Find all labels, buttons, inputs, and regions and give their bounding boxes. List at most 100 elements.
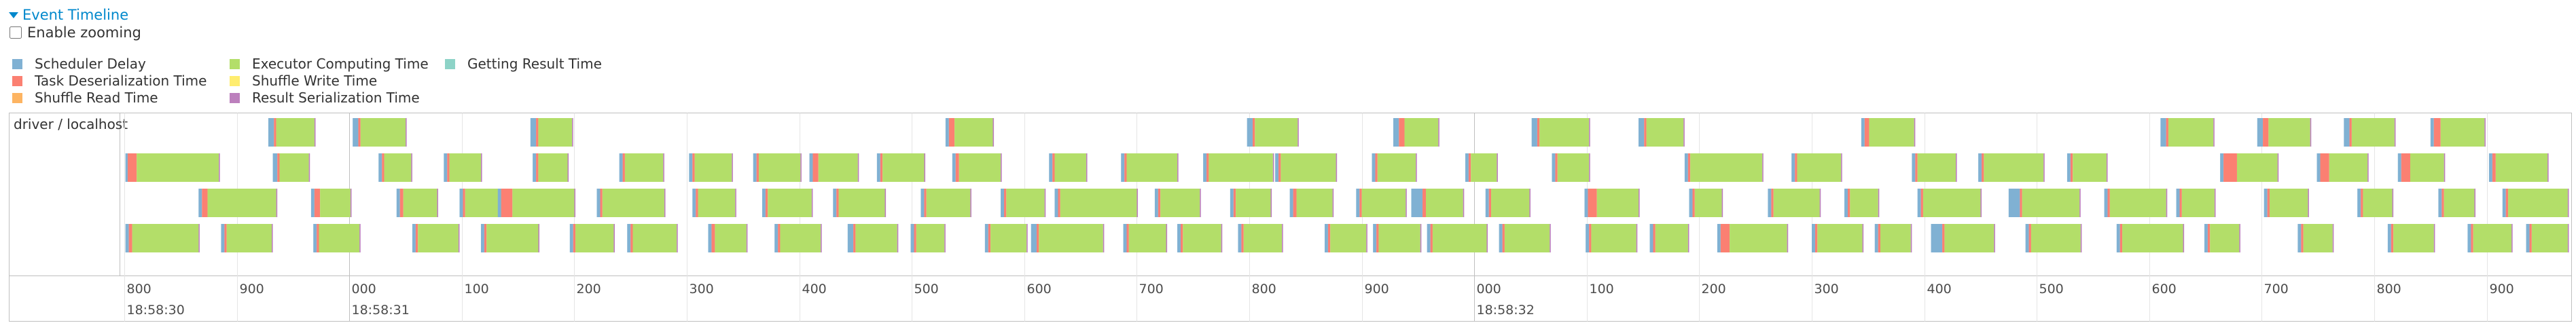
task-bar[interactable] — [1584, 189, 1640, 217]
task-bar[interactable] — [833, 189, 887, 217]
task-bar[interactable] — [2160, 118, 2215, 147]
task-bar[interactable] — [2008, 189, 2081, 217]
task-bar[interactable] — [2025, 224, 2082, 252]
task-bar[interactable] — [1638, 118, 1685, 147]
task-bar[interactable] — [1485, 189, 1531, 217]
task-bar[interactable] — [1768, 189, 1821, 217]
task-bar[interactable] — [198, 189, 278, 217]
task-bar[interactable] — [2387, 224, 2435, 252]
task-bar[interactable] — [1123, 224, 1168, 252]
task-bar[interactable] — [2467, 224, 2513, 252]
task-bar[interactable] — [1844, 189, 1880, 217]
task-bar[interactable] — [1275, 153, 1338, 182]
task-bar[interactable] — [1931, 224, 1995, 252]
task-bar[interactable] — [1121, 153, 1179, 182]
task-bar[interactable] — [1689, 189, 1723, 217]
task-bar[interactable] — [1684, 153, 1764, 182]
task-bar[interactable] — [1978, 153, 2045, 182]
task-bar[interactable] — [762, 189, 813, 217]
task-bar[interactable] — [1717, 224, 1789, 252]
task-bar[interactable] — [353, 118, 407, 147]
task-bar[interactable] — [2430, 118, 2486, 147]
task-bar[interactable] — [2264, 189, 2309, 217]
task-bar[interactable] — [876, 153, 926, 182]
task-bar[interactable] — [2176, 189, 2216, 217]
task-bar[interactable] — [2344, 118, 2396, 147]
task-bar[interactable] — [569, 224, 615, 252]
task-bar[interactable] — [272, 153, 310, 182]
task-bar[interactable] — [2502, 189, 2569, 217]
task-bar[interactable] — [1372, 153, 1417, 182]
task-bar[interactable] — [2067, 153, 2108, 182]
task-bar[interactable] — [2220, 153, 2279, 182]
task-bar[interactable] — [1531, 118, 1590, 147]
task-bar[interactable] — [1154, 189, 1201, 217]
task-bar[interactable] — [847, 224, 899, 252]
task-bar[interactable] — [1373, 224, 1422, 252]
task-bar[interactable] — [444, 153, 482, 182]
task-bar[interactable] — [2526, 224, 2569, 252]
task-bar[interactable] — [2104, 189, 2168, 217]
task-bar[interactable] — [952, 153, 1002, 182]
task-bar[interactable] — [313, 224, 361, 252]
task-bar[interactable] — [2488, 153, 2549, 182]
task-bar[interactable] — [1912, 153, 1957, 182]
task-bar[interactable] — [1465, 153, 1498, 182]
task-bar[interactable] — [2257, 118, 2312, 147]
task-bar[interactable] — [1411, 189, 1465, 217]
task-bar[interactable] — [1649, 224, 1689, 252]
task-bar[interactable] — [708, 224, 748, 252]
task-bar[interactable] — [412, 224, 460, 252]
task-bar[interactable] — [2204, 224, 2240, 252]
task-bar[interactable] — [2397, 153, 2446, 182]
event-timeline-toggle[interactable]: Event Timeline — [9, 3, 128, 27]
task-bar[interactable] — [1031, 224, 1105, 252]
task-bar[interactable] — [1177, 224, 1223, 252]
task-bar[interactable] — [459, 189, 505, 217]
task-bar[interactable] — [1203, 153, 1274, 182]
task-bar[interactable] — [310, 189, 352, 217]
task-bar[interactable] — [1238, 224, 1283, 252]
task-bar[interactable] — [1001, 189, 1046, 217]
task-bar[interactable] — [984, 224, 1028, 252]
task-bar[interactable] — [1874, 224, 1912, 252]
task-bar[interactable] — [1917, 189, 1982, 217]
enable-zooming-checkbox[interactable] — [10, 26, 22, 39]
task-bar[interactable] — [378, 153, 412, 182]
task-bar[interactable] — [774, 224, 822, 252]
task-bar[interactable] — [1499, 224, 1551, 252]
task-bar[interactable] — [596, 189, 666, 217]
task-bar[interactable] — [945, 118, 995, 147]
task-bar[interactable] — [1247, 118, 1299, 147]
task-bar[interactable] — [689, 153, 733, 182]
task-bar[interactable] — [692, 189, 736, 217]
task-bar[interactable] — [1861, 118, 1916, 147]
task-bar[interactable] — [1054, 189, 1139, 217]
task-bar[interactable] — [619, 153, 664, 182]
task-bar[interactable] — [268, 118, 316, 147]
task-bar[interactable] — [2316, 153, 2369, 182]
task-bar[interactable] — [1324, 224, 1367, 252]
task-bar[interactable] — [809, 153, 859, 182]
task-bar[interactable] — [753, 153, 802, 182]
task-bar[interactable] — [2438, 189, 2476, 217]
task-bar[interactable] — [480, 224, 540, 252]
task-bars[interactable] — [125, 118, 2569, 252]
task-bar[interactable] — [497, 189, 576, 217]
task-bar[interactable] — [2297, 224, 2334, 252]
task-bar[interactable] — [1427, 224, 1488, 252]
task-bar[interactable] — [910, 224, 946, 252]
task-bar[interactable] — [1393, 118, 1439, 147]
task-bar[interactable] — [2116, 224, 2185, 252]
task-bar[interactable] — [2357, 189, 2394, 217]
task-bar[interactable] — [1049, 153, 1088, 182]
task-bar[interactable] — [221, 224, 273, 252]
task-bar[interactable] — [1586, 224, 1638, 252]
task-bar[interactable] — [1552, 153, 1590, 182]
task-bar[interactable] — [1230, 189, 1272, 217]
task-bar[interactable] — [1289, 189, 1334, 217]
task-bar[interactable] — [125, 153, 220, 182]
task-bar[interactable] — [1791, 153, 1842, 182]
task-bar[interactable] — [627, 224, 678, 252]
